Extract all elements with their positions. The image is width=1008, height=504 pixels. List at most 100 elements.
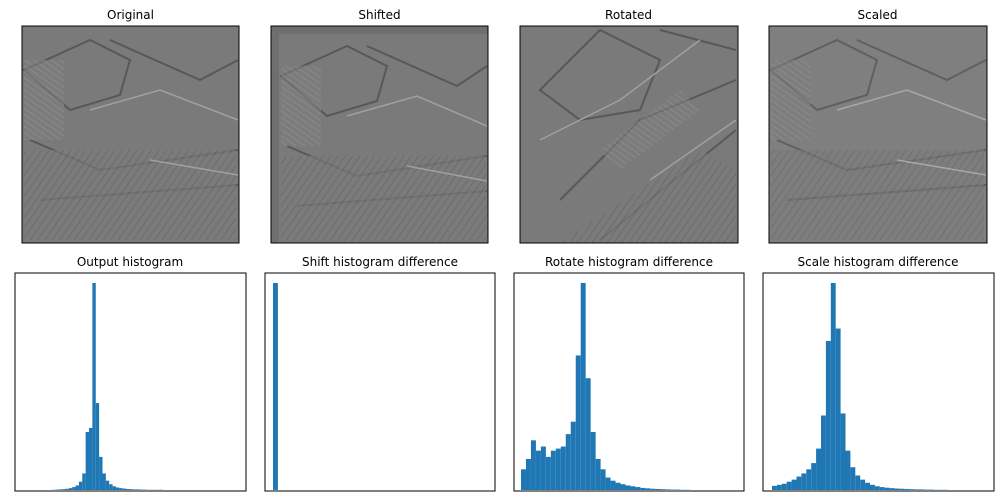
histogram-bar — [879, 487, 885, 490]
histogram-bar — [595, 458, 601, 490]
histogram-frame-rotate-difference — [513, 272, 745, 492]
histogram-bar — [525, 458, 531, 490]
histogram-bar — [845, 450, 851, 490]
histogram-bar — [126, 488, 130, 490]
image-scaled — [768, 25, 988, 244]
image-title-scaled: Scaled — [858, 8, 898, 22]
histogram-bar — [85, 432, 90, 490]
histogram-bar — [791, 479, 797, 490]
histogram-bar — [62, 489, 66, 490]
image-panel-shifted: Shifted — [270, 8, 489, 244]
histogram-bar — [112, 486, 116, 490]
histogram-bar — [273, 283, 278, 490]
histogram-frame-shift-difference — [264, 272, 496, 492]
histogram-bar — [555, 448, 561, 490]
histogram-bar — [909, 489, 915, 490]
histogram-bar — [95, 403, 100, 490]
histogram-bar — [655, 488, 661, 490]
image-title-rotated: Rotated — [605, 8, 652, 22]
histogram-bar — [565, 434, 571, 490]
histogram-bar — [625, 485, 631, 490]
histogram-frame-scale-difference — [762, 272, 995, 492]
histogram-bar — [105, 480, 110, 490]
histogram-bar — [850, 467, 856, 490]
histogram-bars-rotate-difference — [521, 283, 691, 490]
histogram-bar — [615, 482, 621, 490]
histogram-title-output: Output histogram — [77, 255, 183, 269]
histogram-bar — [874, 486, 880, 490]
histogram-bars-output — [52, 283, 164, 490]
histogram-bar — [665, 489, 671, 490]
histogram-bar — [781, 483, 787, 490]
histogram-bar — [796, 476, 802, 491]
histogram-bar — [811, 463, 817, 490]
histogram-bar — [645, 488, 651, 490]
histogram-bar — [830, 283, 836, 490]
histogram-bar — [816, 448, 821, 490]
histogram-bar — [806, 469, 812, 490]
image-frame-scaled — [768, 25, 988, 244]
histogram-bar — [772, 485, 777, 490]
histogram-bar — [660, 489, 666, 490]
histogram-bar — [89, 427, 93, 490]
histogram-scale-difference: Scale histogram difference — [762, 255, 995, 492]
histogram-bar — [776, 484, 782, 490]
histogram-bar — [835, 328, 841, 490]
histogram-bar — [894, 488, 900, 490]
histogram-bar — [620, 484, 626, 490]
histogram-bar — [570, 421, 576, 490]
histogram-bar — [560, 446, 566, 490]
histogram-bar — [786, 481, 792, 490]
histogram-bar — [585, 378, 591, 490]
histogram-bar — [630, 486, 636, 490]
histogram-bar — [99, 456, 103, 490]
histogram-bar — [540, 446, 546, 490]
histogram-bar — [68, 488, 73, 490]
histogram-bar — [605, 477, 611, 490]
histogram-output: Output histogram — [14, 255, 247, 492]
histogram-bar — [600, 469, 606, 490]
histogram-bar — [650, 488, 656, 490]
histogram-title-shift-difference: Shift histogram difference — [302, 255, 458, 269]
histogram-title-rotate-difference: Rotate histogram difference — [545, 255, 713, 269]
histogram-bar — [640, 487, 646, 490]
histogram-bar — [889, 488, 895, 490]
histogram-bar — [575, 355, 581, 490]
histogram-bar — [521, 469, 526, 490]
histogram-bar — [72, 487, 76, 490]
image-frame-shifted — [270, 25, 489, 244]
image-title-shifted: Shifted — [358, 8, 400, 22]
histogram-bar — [545, 456, 551, 490]
histogram-bar — [122, 488, 127, 490]
histogram-bar — [590, 432, 596, 490]
histogram-bar — [82, 473, 86, 490]
histogram-bars-shift-difference — [273, 283, 278, 490]
histogram-bar — [870, 484, 875, 490]
histogram-bar — [530, 440, 536, 490]
histogram-bar — [136, 489, 140, 490]
histogram-shift-difference: Shift histogram difference — [264, 255, 496, 492]
image-original — [21, 25, 240, 244]
histogram-bar — [109, 484, 113, 490]
image-rotated — [519, 25, 739, 244]
image-panel-rotated: Rotated — [519, 8, 739, 244]
histogram-bar — [635, 487, 641, 490]
image-shifted — [270, 25, 489, 244]
histogram-bar — [119, 488, 123, 490]
histogram-bar — [904, 488, 910, 490]
histogram-bar — [899, 488, 905, 490]
histogram-bar — [65, 488, 69, 490]
histogram-bar — [550, 450, 556, 490]
histogram-bar — [535, 450, 541, 490]
histogram-bar — [102, 473, 106, 490]
histogram-bar — [919, 489, 924, 490]
histogram-bar — [860, 479, 866, 490]
image-panel-scaled: Scaled — [768, 8, 988, 244]
histogram-bar — [75, 485, 79, 490]
histogram-bar — [855, 475, 861, 490]
histogram-bar — [58, 489, 63, 490]
image-panel-original: Original — [21, 8, 240, 244]
histogram-bar — [92, 283, 96, 490]
histogram-bar — [914, 489, 919, 490]
